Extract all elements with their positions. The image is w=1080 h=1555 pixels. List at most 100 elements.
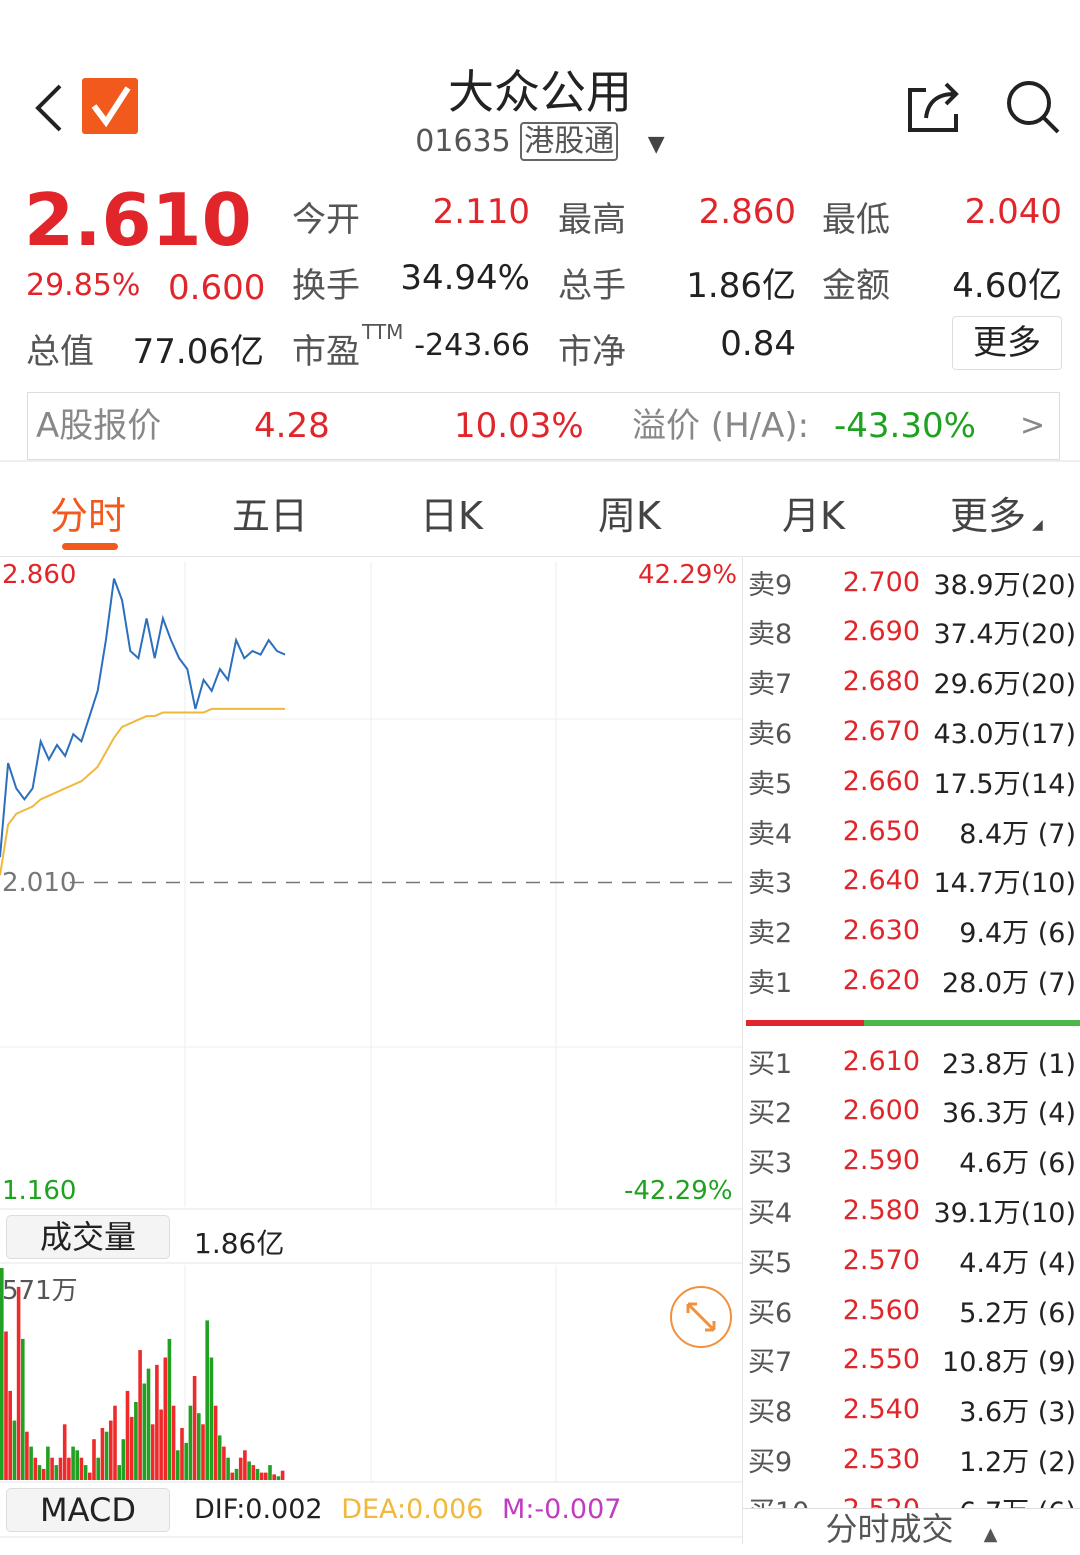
volume-bar	[243, 1450, 247, 1480]
level-price: 2.570	[842, 1244, 920, 1276]
orderbook-row[interactable]: 买7 2.550 10.8万 (9)	[748, 1335, 1080, 1385]
volume-bar	[226, 1457, 230, 1480]
base-label: 2.010	[2, 868, 77, 898]
orderbook-row[interactable]: 买8 2.540 3.6万 (3)	[748, 1385, 1080, 1435]
premium-label: 溢价 (H/A):	[632, 406, 810, 446]
intraday-chart[interactable]	[0, 557, 742, 1544]
stat-label: 今开	[292, 200, 360, 240]
volume-bar	[201, 1424, 205, 1480]
more-button[interactable]: 更多	[952, 316, 1062, 370]
level-price: 2.590	[842, 1145, 920, 1177]
volume-bar	[142, 1383, 147, 1480]
orderbook-row[interactable]: 买4 2.580 39.1万(10)	[748, 1185, 1080, 1235]
volume-bar	[155, 1364, 159, 1480]
volume-bar	[12, 1420, 17, 1480]
tab-2[interactable]: 日K	[420, 485, 483, 540]
a-share-bar[interactable]: A股报价 4.28 10.03% 溢价 (H/A): -43.30% >	[27, 392, 1060, 460]
tab-label: 五日	[232, 494, 309, 538]
orderbook-row[interactable]: 卖7 2.680 29.6万(20)	[748, 657, 1080, 707]
volume-bar	[125, 1390, 130, 1480]
orderbook-row[interactable]: 卖5 2.660 17.5万(14)	[748, 756, 1080, 806]
volume-bar	[37, 1465, 42, 1480]
orderbook-row[interactable]: 买5 2.570 4.4万 (4)	[748, 1235, 1080, 1285]
orderbook-row[interactable]: 卖3 2.640 14.7万(10)	[748, 856, 1080, 906]
back-button[interactable]	[30, 80, 70, 136]
page-title: 大众公用	[448, 65, 632, 119]
orderbook-row[interactable]: 卖6 2.670 43.0万(17)	[748, 706, 1080, 756]
volume-bar	[62, 1424, 67, 1480]
orderbook-row[interactable]: 买2 2.600 36.3万 (4)	[748, 1086, 1080, 1136]
volume-bar	[209, 1357, 214, 1480]
level-label: 卖9	[748, 569, 793, 601]
level-price: 2.650	[842, 815, 920, 847]
stat-label: 最高	[558, 200, 626, 240]
volume-bar	[79, 1457, 84, 1480]
volume-max-label: 571万	[2, 1276, 78, 1306]
level-label: 卖4	[748, 818, 793, 850]
orderbook-row[interactable]: 卖1 2.620 28.0万 (7)	[748, 955, 1080, 1005]
level-label: 卖1	[748, 967, 793, 999]
orderbook-row[interactable]: 买6 2.560 5.2万 (6)	[748, 1285, 1080, 1335]
tab-4[interactable]: 月K	[782, 485, 845, 540]
volume-bar	[259, 1472, 264, 1480]
level-price: 2.530	[842, 1443, 920, 1475]
orderbook-row[interactable]: 卖2 2.630 9.4万 (6)	[748, 906, 1080, 956]
volume-bar	[264, 1472, 268, 1480]
search-button[interactable]	[1004, 78, 1062, 140]
level-label: 买4	[748, 1197, 793, 1229]
level-label: 买9	[748, 1446, 793, 1478]
orderbook-row[interactable]: 卖8 2.690 37.4万(20)	[748, 607, 1080, 657]
share-icon	[908, 82, 959, 132]
orderbook-row[interactable]: 买9 2.530 1.2万 (2)	[748, 1434, 1080, 1484]
share-button[interactable]	[904, 80, 962, 138]
macd-m: M:-0.007	[502, 1494, 622, 1525]
a-share-price: 4.28	[254, 406, 330, 446]
tab-1[interactable]: 五日	[232, 485, 308, 540]
orderbook-row[interactable]: 卖4 2.650 8.4万 (7)	[748, 806, 1080, 856]
chevron-left-icon	[35, 84, 62, 132]
macd-dif: DIF:0.002	[194, 1494, 323, 1525]
trade-detail-button[interactable]: 分时成交 ▲	[743, 1508, 1080, 1548]
change-amount: 0.600	[168, 268, 266, 308]
level-price: 2.680	[842, 666, 920, 698]
y-min-label: 1.160	[2, 1176, 77, 1206]
tab-label: 周K	[598, 494, 661, 538]
buy-sell-ratio-bar	[746, 1020, 1080, 1026]
fullscreen-button[interactable]	[670, 1286, 732, 1348]
tab-3[interactable]: 周K	[598, 485, 661, 540]
level-volume: 4.6万 (6)	[959, 1148, 1076, 1180]
volume-bar	[0, 1268, 4, 1480]
orderbook-row[interactable]: 买1 2.610 23.8万 (1)	[748, 1036, 1080, 1086]
volume-bar	[117, 1465, 121, 1480]
level-label: 卖3	[748, 868, 793, 900]
volume-bar	[67, 1457, 71, 1480]
orderbook-row[interactable]: 卖9 2.700 38.9万(20)	[748, 557, 1080, 607]
stock-code-row[interactable]: 01635 港股通 ▼	[0, 116, 1080, 161]
level-label: 买8	[748, 1397, 793, 1429]
orderbook-row[interactable]: 买3 2.590 4.6万 (6)	[748, 1136, 1080, 1186]
volume-tab[interactable]: 成交量	[6, 1215, 170, 1259]
tab-0[interactable]: 分时	[50, 485, 126, 540]
active-tab-indicator	[62, 543, 118, 550]
stat-label: 换手	[292, 266, 360, 306]
volume-bar	[251, 1465, 256, 1480]
current-price: 2.610	[24, 178, 252, 262]
stat-label: 市净	[558, 332, 626, 372]
stat-label: 最低	[822, 200, 890, 240]
level-label: 卖2	[748, 918, 793, 950]
stat-value: 0.84	[720, 324, 796, 364]
volume-total: 1.86亿	[194, 1227, 285, 1260]
watchlist-checked-icon[interactable]	[82, 78, 138, 134]
stat-value: 1.86亿	[686, 266, 796, 306]
macd-tab[interactable]: MACD	[6, 1488, 170, 1532]
level-price: 2.610	[842, 1045, 920, 1077]
level-label: 卖8	[748, 619, 793, 651]
level-volume: 28.0万 (7)	[942, 967, 1076, 999]
level-volume: 3.6万 (3)	[959, 1397, 1076, 1429]
stat-label: 市盈	[292, 332, 360, 372]
level-volume: 4.4万 (4)	[959, 1247, 1076, 1279]
stat-label: 金额	[822, 266, 890, 306]
level-volume: 37.4万(20)	[933, 619, 1076, 651]
volume-bar	[213, 1405, 218, 1480]
tab-5[interactable]: 更多 ◢	[950, 485, 1043, 540]
